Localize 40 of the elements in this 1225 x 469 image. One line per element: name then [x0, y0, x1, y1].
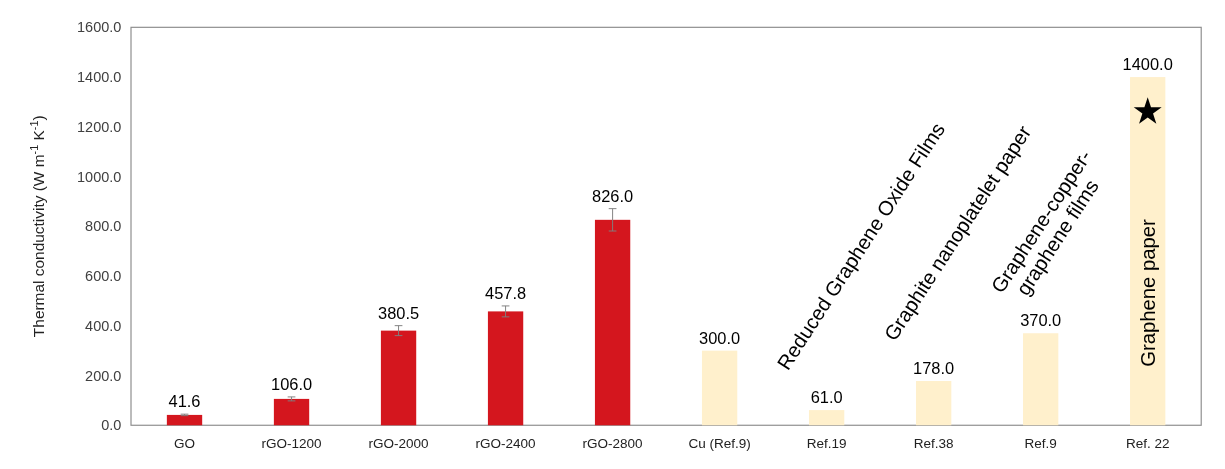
x-tick-label: rGO-2400 — [475, 436, 536, 452]
y-tick-label: 1000.0 — [77, 168, 122, 185]
bar — [487, 311, 524, 426]
x-tick-label: rGO-1200 — [261, 436, 322, 452]
annotation: Graphene paper — [1136, 218, 1159, 367]
data-label: 826.0 — [592, 186, 634, 205]
bar — [380, 330, 417, 426]
y-tick-label: 800.0 — [85, 218, 122, 235]
x-tick-label: Ref.19 — [806, 436, 847, 452]
bar — [1023, 333, 1059, 426]
data-label: 457.8 — [485, 284, 527, 303]
bar — [273, 398, 310, 426]
bar — [594, 219, 631, 426]
data-label: 178.0 — [913, 359, 955, 378]
data-label: 106.0 — [271, 375, 313, 394]
bar — [1130, 77, 1166, 426]
y-tick-label: 0.0 — [101, 417, 122, 434]
bar — [166, 414, 203, 426]
data-label: 61.0 — [810, 388, 843, 407]
x-tick-label: Ref. 22 — [1125, 436, 1170, 452]
bar — [808, 410, 845, 426]
data-label: 1400.0 — [1122, 55, 1173, 74]
x-tick-label: Ref.9 — [1024, 436, 1057, 452]
y-tick-label: 200.0 — [85, 367, 122, 384]
x-tick-label: Ref.38 — [913, 436, 954, 452]
y-tick-label: 400.0 — [85, 317, 122, 334]
y-tick-label: 1400.0 — [77, 69, 122, 86]
x-tick-label: rGO-2800 — [582, 436, 643, 452]
bar — [916, 380, 952, 426]
bar — [701, 350, 738, 426]
y-tick-label: 1600.0 — [77, 19, 122, 36]
x-tick-label: Cu (Ref.9) — [688, 436, 751, 452]
y-tick-label: 1200.0 — [77, 118, 122, 135]
y-tick-label: 600.0 — [85, 268, 122, 285]
x-tick-label: rGO-2000 — [368, 436, 429, 452]
data-label: 370.0 — [1020, 311, 1062, 330]
data-label: 300.0 — [699, 328, 741, 347]
data-label: 380.5 — [378, 303, 420, 322]
x-tick-label: GO — [174, 436, 196, 452]
data-label: 41.6 — [168, 392, 201, 411]
